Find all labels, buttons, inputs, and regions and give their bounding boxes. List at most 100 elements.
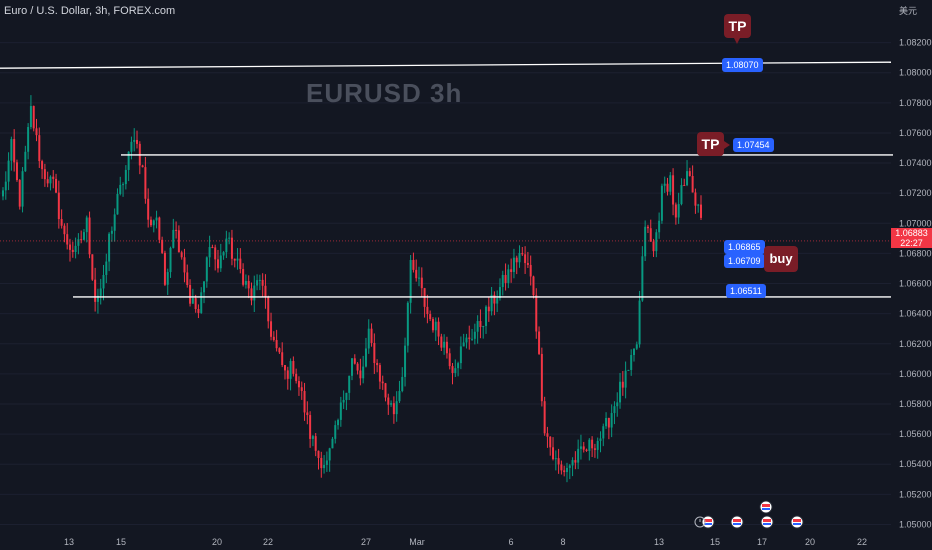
candle-body — [398, 391, 401, 402]
candle-body — [384, 383, 387, 398]
candle — [507, 264, 510, 289]
tp-upper-tag[interactable]: TP — [724, 14, 751, 38]
flag-stripe — [704, 523, 712, 525]
x-tick-label: 15 — [710, 537, 720, 547]
candle — [632, 348, 635, 362]
candle — [395, 391, 398, 422]
last-price-value: 1.06883 — [895, 228, 928, 238]
candle-body — [52, 176, 55, 179]
candle-body — [228, 237, 231, 239]
candle-body — [94, 279, 97, 302]
economic-event-icon — [730, 515, 744, 529]
candle-body — [510, 269, 513, 272]
candle — [149, 216, 152, 228]
candle — [258, 274, 261, 291]
candle — [473, 323, 476, 345]
candle — [253, 275, 256, 313]
tp-upper-pointer — [734, 38, 740, 44]
candle — [451, 363, 454, 385]
tp-lower-tag[interactable]: TP — [697, 132, 724, 156]
candle — [362, 355, 365, 384]
candle — [610, 404, 613, 438]
candle — [200, 287, 203, 314]
candle-body — [175, 229, 178, 231]
candle-body — [351, 358, 353, 376]
flag-stripe — [793, 519, 801, 522]
candle-body — [345, 392, 348, 400]
candle — [658, 212, 661, 239]
candle — [518, 245, 521, 268]
candle-body — [688, 171, 691, 176]
candle-body — [644, 226, 647, 257]
candle — [694, 188, 697, 214]
candle — [113, 208, 116, 242]
candle-body — [353, 358, 356, 364]
candle-body — [149, 219, 152, 226]
candle-body — [395, 401, 398, 415]
candle — [521, 247, 524, 256]
candle — [412, 252, 415, 273]
candle — [465, 333, 468, 349]
candle — [77, 233, 80, 255]
candle-body — [392, 403, 395, 415]
candle-body — [133, 139, 136, 142]
candle — [404, 337, 407, 387]
candle-body — [602, 426, 605, 439]
candle — [239, 248, 242, 274]
candle — [49, 175, 52, 191]
candle — [624, 361, 627, 399]
candle — [599, 431, 602, 453]
candle-body — [443, 341, 446, 348]
candle — [127, 151, 130, 182]
candle-body — [328, 448, 331, 461]
candle-body — [216, 259, 219, 269]
tp2-price-badge: 1.07454 — [733, 138, 774, 152]
candle — [353, 354, 356, 365]
candle-body — [404, 345, 407, 377]
candle-body — [359, 370, 362, 379]
candle — [71, 241, 74, 258]
candle-body — [27, 127, 30, 152]
candle — [479, 309, 482, 339]
buy-tag[interactable]: buy — [764, 246, 798, 272]
candle-body — [649, 228, 652, 242]
flag-stripe — [704, 519, 712, 522]
candle-body — [415, 269, 418, 279]
candle-body — [412, 259, 415, 270]
candle — [565, 462, 568, 483]
candle-body — [57, 192, 60, 220]
entry-top-price-badge: 1.06865 — [724, 240, 765, 254]
candle-body — [607, 417, 610, 428]
candle-body — [619, 381, 622, 403]
candle — [138, 141, 141, 175]
candle-body — [46, 179, 49, 184]
candle-body — [658, 220, 661, 233]
candle — [596, 437, 599, 459]
candle-body — [596, 440, 599, 450]
candle — [384, 382, 387, 402]
flag-stripe — [762, 508, 770, 510]
candle — [630, 349, 633, 376]
candle — [560, 460, 563, 475]
candle — [270, 312, 273, 341]
candle-body — [426, 306, 429, 315]
candle-body — [538, 331, 541, 354]
candle — [261, 273, 264, 297]
candle-body — [387, 397, 390, 405]
candle-body — [289, 361, 292, 379]
candle — [278, 347, 281, 354]
candle-body — [74, 245, 77, 253]
chart-overlays — [694, 38, 804, 529]
candle — [325, 451, 328, 472]
y-tick-label: 1.05800 — [899, 399, 932, 409]
candle — [443, 334, 446, 355]
candle-body — [440, 336, 443, 348]
candle — [627, 369, 630, 371]
candle-body — [638, 300, 641, 345]
candle-body — [88, 217, 91, 255]
candle-body — [694, 192, 697, 206]
candle-body — [487, 306, 490, 312]
candle — [303, 382, 306, 421]
candle — [300, 381, 303, 400]
